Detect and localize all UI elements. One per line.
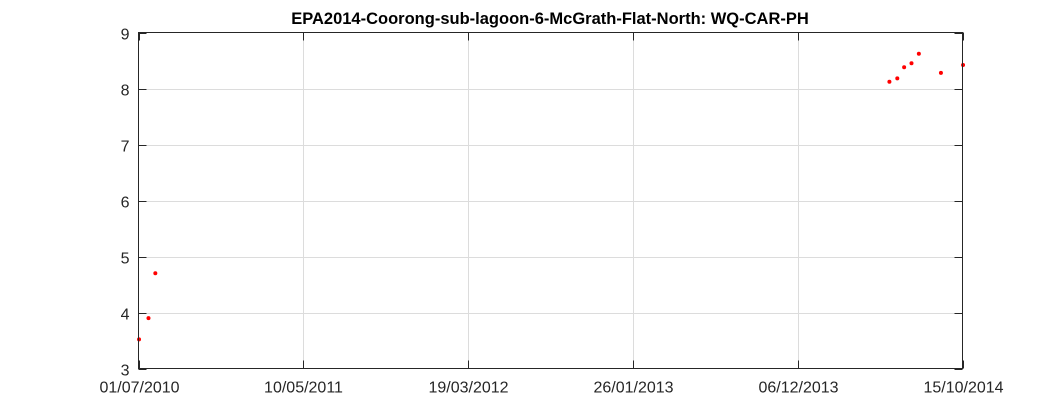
y-tick-label: 5 [121, 251, 130, 268]
y-tick-label: 9 [121, 27, 130, 44]
data-point [887, 79, 892, 84]
x-tick-label: 26/01/2013 [593, 380, 673, 397]
y-tick-label: 4 [121, 307, 130, 324]
chart-title: EPA2014-Coorong-sub-lagoon-6-McGrath-Fla… [291, 10, 809, 28]
plot-area [138, 32, 963, 369]
data-point [938, 70, 943, 75]
data-point [916, 51, 921, 56]
data-point [902, 65, 907, 70]
x-tick-label: 01/07/2010 [99, 380, 179, 397]
data-point [961, 62, 966, 67]
tick-layer: 01/07/2010 10/05/2011 19/03/2012 26/01/2013… [99, 27, 1003, 397]
data-points [137, 51, 966, 342]
data-point [895, 76, 900, 81]
x-tick-label: 19/03/2012 [428, 380, 508, 397]
data-point [146, 316, 151, 321]
grid-layer [138, 32, 963, 369]
data-point [909, 61, 914, 66]
data-point [137, 337, 142, 342]
y-tick-label: 8 [121, 83, 130, 100]
plot-frame [138, 32, 963, 369]
y-tick-label: 7 [121, 139, 130, 156]
x-tick-label: 15/10/2014 [923, 380, 1003, 397]
x-tick-label: 10/05/2011 [264, 380, 343, 397]
x-tick-label: 06/12/2013 [758, 380, 838, 397]
y-tick-label: 6 [121, 195, 130, 212]
y-tick-label: 3 [121, 363, 130, 380]
data-point [153, 271, 158, 276]
